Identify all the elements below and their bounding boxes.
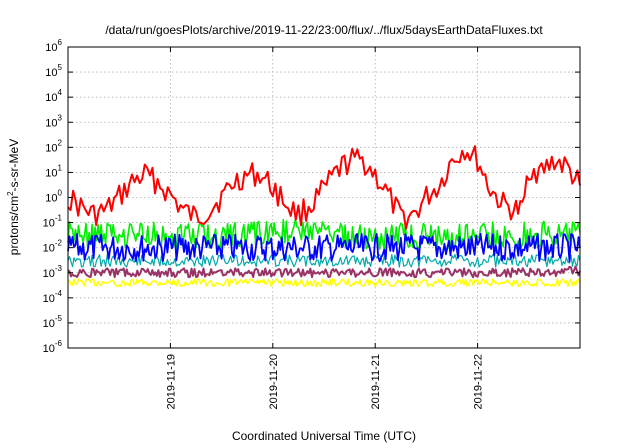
series-line (67, 218, 581, 251)
y-tick-label: 10-1 (43, 214, 63, 230)
chart-title: /data/run/goesPlots/archive/2019-11-22/2… (105, 23, 543, 37)
x-axis-label: Coordinated Universal Time (UTC) (232, 429, 416, 443)
y-tick-label: 105 (45, 63, 62, 79)
x-tick-labels: 2019-11-19 2019-11-20 2019-11-21 2019-11-22 (165, 354, 484, 409)
x-tick-label: 2019-11-19 (165, 354, 177, 409)
y-tick-label: 106 (45, 38, 62, 54)
y-tick-label: 10-2 (43, 239, 63, 255)
series-line (67, 145, 581, 230)
x-tick-label: 2019-11-21 (370, 354, 382, 409)
y-tick-label: 104 (45, 88, 62, 104)
y-tick-label: 102 (45, 138, 62, 154)
series-line (67, 232, 581, 263)
series-layer (67, 145, 581, 288)
y-tick-labels: 10-6 10-5 10-4 10-3 10-2 10-1 100 101 102 103 104 1… (43, 38, 63, 355)
x-tick-label: 2019-11-20 (268, 354, 280, 409)
y-tick-label: 100 (45, 189, 62, 205)
x-tick-label: 2019-11-22 (473, 354, 485, 409)
series-line (67, 265, 581, 279)
y-tick-label: 10-6 (43, 339, 63, 355)
ticks (68, 46, 580, 349)
y-axis-label: protons/cm2-s-sr-MeV (6, 139, 21, 255)
y-tick-label: 10-5 (43, 314, 63, 330)
series-line (67, 253, 581, 268)
y-tick-label: 10-3 (43, 264, 63, 280)
y-tick-label: 103 (45, 113, 62, 129)
y-tick-label: 101 (45, 163, 62, 179)
y-tick-label: 10-4 (43, 289, 63, 305)
series-line (67, 278, 581, 288)
